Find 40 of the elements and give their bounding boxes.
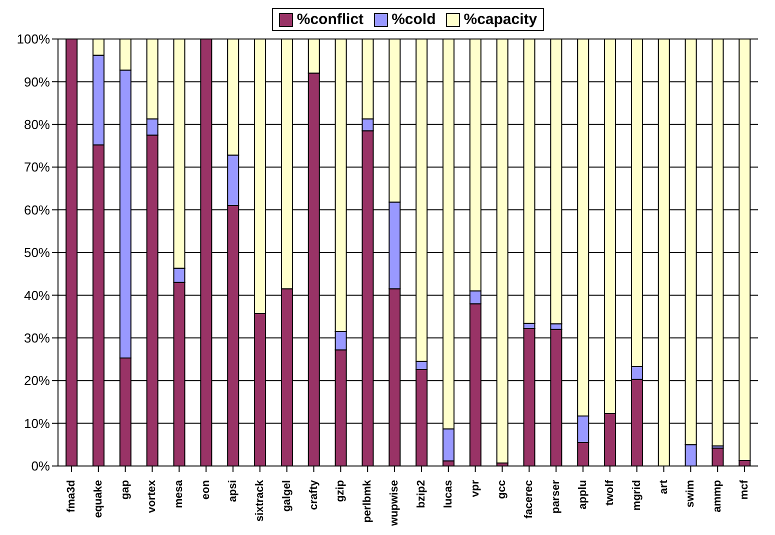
x-tick-label: gzip	[334, 480, 347, 502]
legend-label: %capacity	[462, 11, 538, 28]
x-tick-label: eon	[200, 480, 212, 500]
x-tick-label: vpr	[469, 479, 482, 498]
x-tick-label: wupwise	[388, 480, 401, 527]
y-tick-label: 0%	[31, 458, 50, 474]
x-tick-label: equake	[92, 480, 104, 518]
x-tick-label: art	[658, 480, 670, 494]
y-tick-label: 60%	[24, 202, 50, 218]
x-tick-label: ammp	[712, 480, 724, 512]
x-tick-label: facerec	[523, 480, 536, 519]
x-tick-label: lucas	[442, 480, 454, 508]
x-tick-label: mcf	[738, 480, 751, 500]
y-tick-label: 70%	[24, 160, 50, 175]
x-tick-label: gap	[119, 480, 132, 500]
x-tick-label: applu	[577, 480, 589, 510]
y-tick-label: 90%	[24, 74, 50, 90]
x-tick-label: vortex	[146, 479, 158, 514]
x-tick-label: perlbmk	[362, 479, 374, 523]
x-tick-label: gcc	[496, 480, 508, 499]
y-tick-label: 40%	[24, 288, 50, 303]
x-tick-label: sixtrack	[254, 479, 266, 522]
x-tick-label: bzip2	[415, 480, 428, 508]
x-tick-label: twolf	[604, 480, 616, 506]
x-tick-label: swim	[684, 480, 697, 508]
x-tick-label: fma3d	[65, 480, 78, 512]
y-tick-label: 100%	[16, 32, 50, 47]
x-tick-label: parser	[550, 479, 562, 514]
x-tick-label: galgel	[280, 480, 293, 512]
legend-label: %conflict	[296, 11, 364, 28]
y-tick-label: 80%	[24, 117, 50, 132]
x-tick-label: apsi	[227, 480, 239, 502]
x-tick-label: mgrid	[630, 480, 643, 511]
y-tick-label: 30%	[24, 330, 50, 346]
x-tick-label: mesa	[173, 479, 186, 508]
y-tick-label: 50%	[24, 245, 50, 260]
y-tick-label: 20%	[24, 373, 50, 388]
legend-label: %cold	[390, 11, 436, 28]
y-tick-label: 10%	[24, 416, 50, 431]
x-tick-label: crafty	[308, 479, 320, 510]
